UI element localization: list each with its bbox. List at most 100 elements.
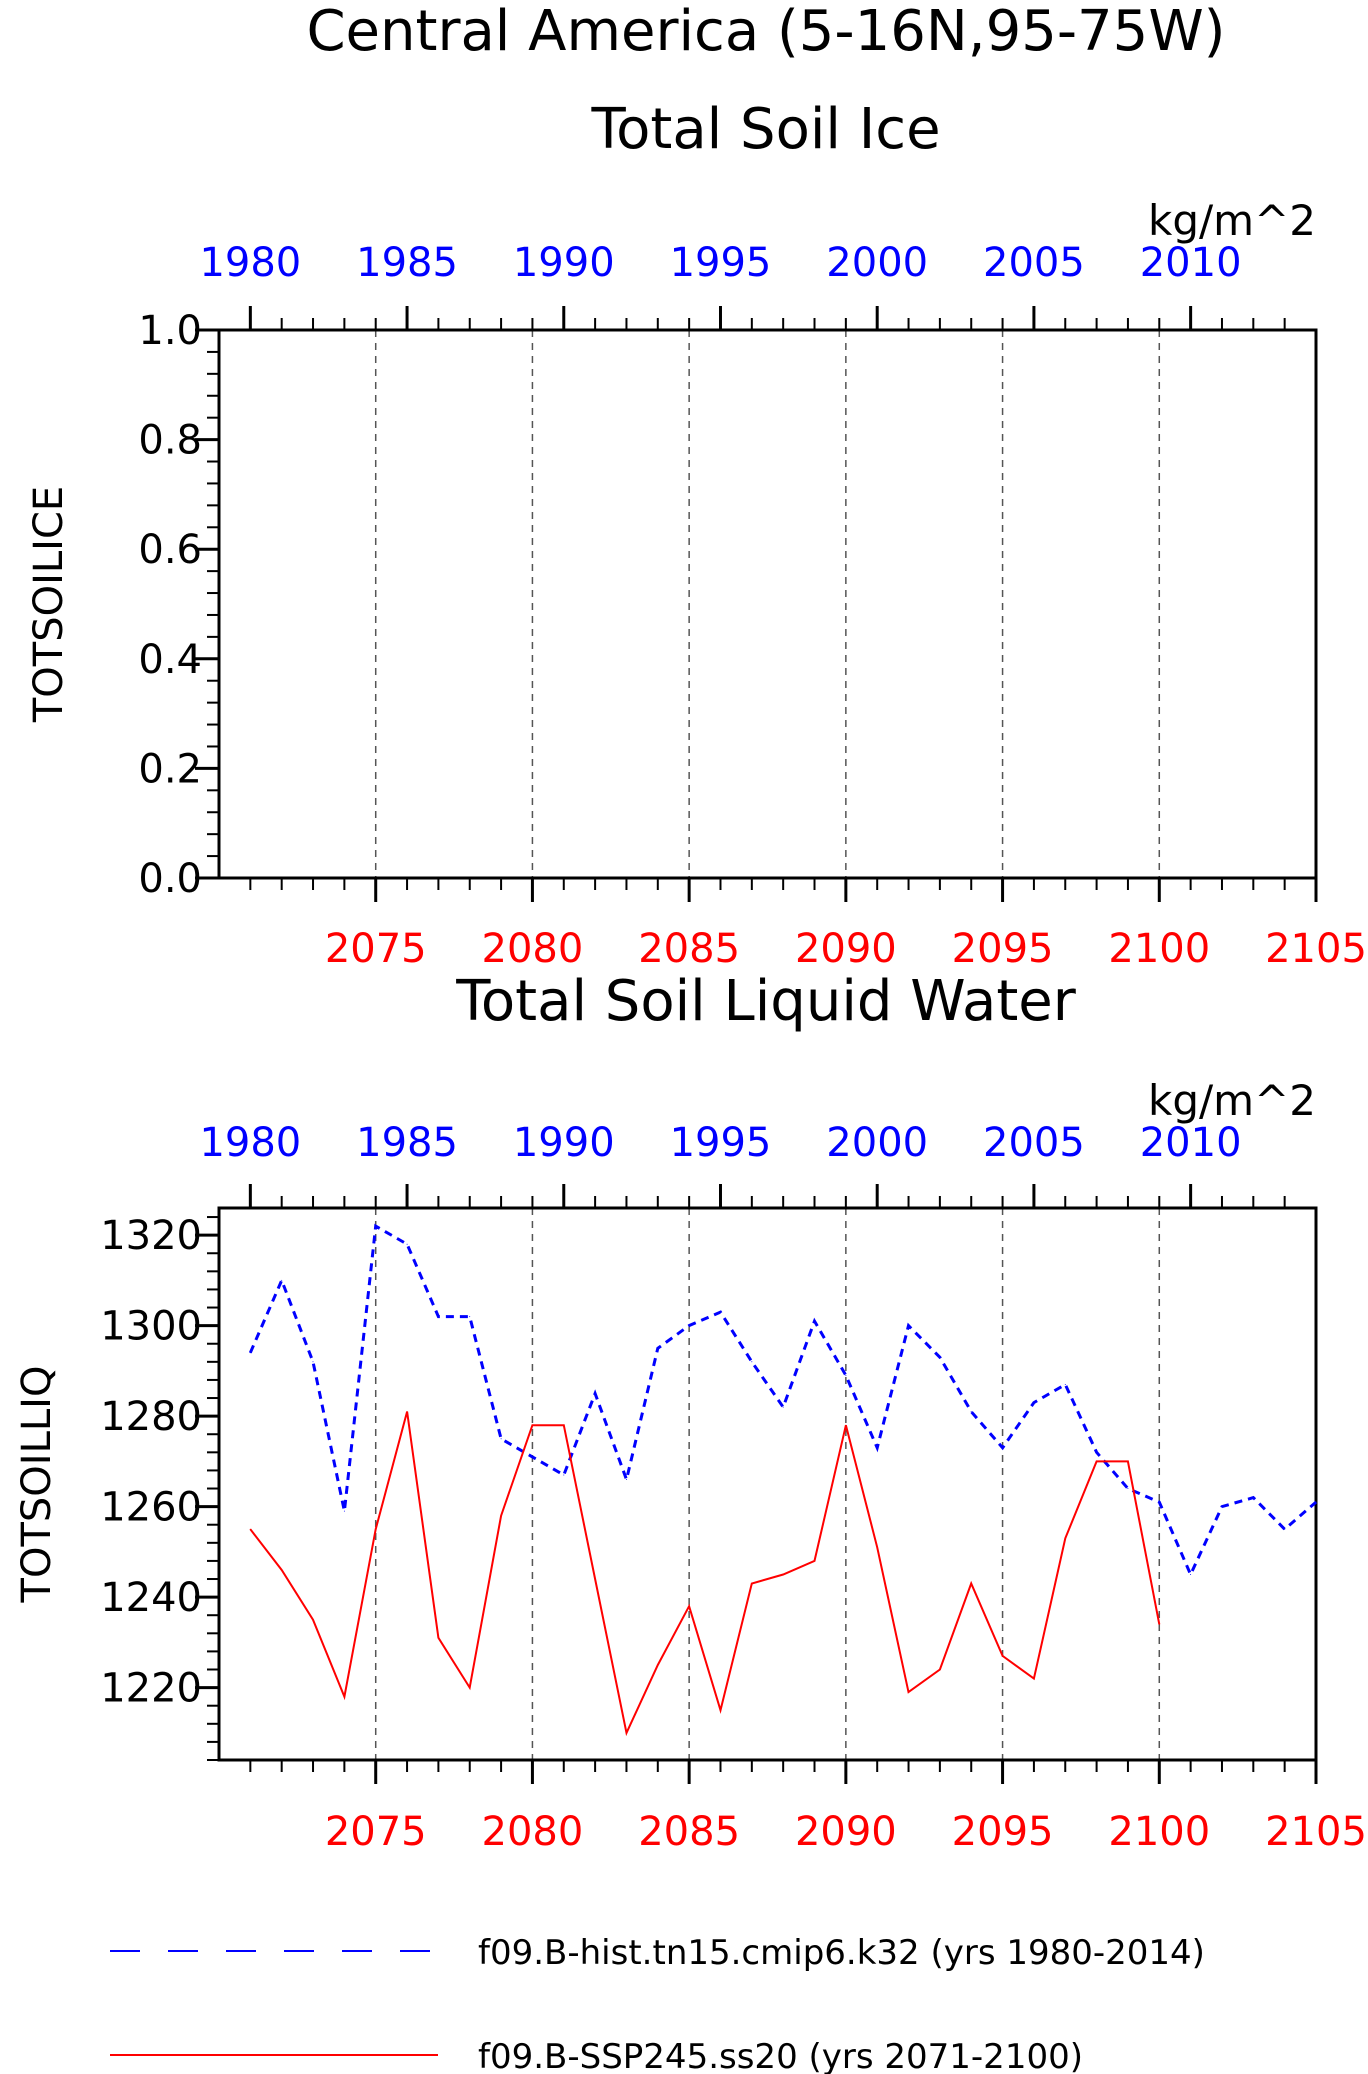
legend-label: f09.B-hist.tn15.cmip6.k32 (yrs 1980-2014… xyxy=(478,1933,1205,1973)
units-label: kg/m^2 xyxy=(1148,1076,1316,1125)
figure-title: Central America (5-16N,95-75W) xyxy=(306,0,1225,64)
top-tick-label: 1995 xyxy=(670,1120,772,1166)
top-tick-label: 2000 xyxy=(826,1120,928,1166)
data-point xyxy=(437,1316,439,1318)
bottom-tick-label: 2075 xyxy=(325,926,427,972)
y-tick-label: 1240 xyxy=(100,1575,202,1621)
data-point xyxy=(500,1515,502,1517)
data-point xyxy=(720,1311,721,1313)
y-tick-label: 0.4 xyxy=(138,637,202,683)
data-point xyxy=(563,1424,565,1426)
data-point xyxy=(312,1619,314,1621)
data-point xyxy=(1033,1402,1035,1404)
series-line-ssp xyxy=(249,1411,1161,1737)
y-axis-label: TOTSOILICE xyxy=(26,486,72,723)
data-point xyxy=(751,1361,753,1363)
legend-label: f09.B-SSP245.ss20 (yrs 2071-2100) xyxy=(478,2037,1083,2074)
data-point xyxy=(908,1691,909,1693)
data-point xyxy=(343,1696,345,1698)
data-point xyxy=(720,1709,721,1711)
units-label: kg/m^2 xyxy=(1148,196,1316,245)
data-point xyxy=(375,1528,377,1530)
y-tick-label: 1320 xyxy=(100,1213,202,1259)
y-tick-label: 1260 xyxy=(100,1485,202,1531)
data-point xyxy=(939,1669,941,1670)
plot-frame xyxy=(217,1206,1318,1762)
data-point xyxy=(406,1411,408,1413)
data-point xyxy=(1221,1506,1223,1508)
data-point xyxy=(594,1578,596,1580)
data-point xyxy=(939,1356,941,1358)
y-tick-label: 0.2 xyxy=(138,746,202,792)
panel-total-soil-ice: Total Soil Ice kg/m^2 2075 2080 2085 2090 2095… xyxy=(26,97,1367,972)
data-point xyxy=(1033,1678,1035,1680)
plot-frame xyxy=(217,328,1318,880)
data-point xyxy=(1064,1537,1066,1539)
data-point xyxy=(1127,1488,1129,1489)
y-tick-label: 0.6 xyxy=(138,527,202,573)
data-point xyxy=(281,1569,283,1571)
bottom-tick-label: 2080 xyxy=(482,1809,584,1855)
bottom-tick-label: 2095 xyxy=(952,1809,1054,1855)
data-point xyxy=(876,1447,878,1449)
panel-title: Total Soil Liquid Water xyxy=(455,969,1077,1034)
bottom-tick-label: 2100 xyxy=(1108,926,1210,972)
data-point xyxy=(500,1438,502,1440)
data-point xyxy=(845,1374,847,1376)
data-point xyxy=(814,1320,815,1322)
top-tick-label: 2010 xyxy=(1140,240,1242,286)
data-point xyxy=(563,1474,565,1476)
y-tick-label: 1300 xyxy=(100,1304,202,1350)
data-point xyxy=(437,1637,439,1639)
bottom-tick-label: 2105 xyxy=(1265,1809,1367,1855)
legend: f09.B-hist.tn15.cmip6.k32 (yrs 1980-2014… xyxy=(110,1933,1205,2074)
data-point xyxy=(1158,1623,1160,1625)
top-tick-label: 2010 xyxy=(1140,1120,1242,1166)
bottom-tick-label: 2100 xyxy=(1108,1809,1210,1855)
top-tick-label: 1985 xyxy=(356,240,458,286)
data-point xyxy=(406,1243,408,1245)
data-point xyxy=(1190,1574,1192,1575)
data-point xyxy=(782,1574,784,1575)
top-tick-label: 1990 xyxy=(513,1120,615,1166)
data-point xyxy=(657,1664,659,1666)
bottom-tick-label: 2095 xyxy=(952,926,1054,972)
data-point xyxy=(312,1361,314,1363)
data-point xyxy=(1252,1497,1254,1499)
bottom-tick-label: 2090 xyxy=(795,926,897,972)
data-point xyxy=(1158,1501,1160,1503)
y-tick-label: 0.0 xyxy=(138,856,202,902)
data-point xyxy=(281,1279,283,1281)
data-point xyxy=(343,1510,345,1512)
data-point xyxy=(1002,1655,1004,1657)
data-point xyxy=(688,1605,690,1607)
data-point xyxy=(845,1424,847,1426)
data-point xyxy=(469,1316,471,1318)
y-axis-label: TOTSOILLIQ xyxy=(14,1366,60,1604)
data-point xyxy=(1096,1451,1098,1453)
data-point xyxy=(531,1424,533,1426)
data-point xyxy=(1127,1460,1129,1462)
data-point xyxy=(626,1479,627,1480)
data-point xyxy=(375,1225,377,1227)
data-point xyxy=(657,1347,659,1349)
y-tick-label: 0.8 xyxy=(138,418,202,464)
bottom-tick-label: 2085 xyxy=(638,1809,740,1855)
data-point xyxy=(531,1456,533,1458)
top-tick-label: 1990 xyxy=(513,240,615,286)
bottom-tick-label: 2085 xyxy=(638,926,740,972)
series-line-hist xyxy=(248,1223,1317,1579)
bottom-tick-label: 2105 xyxy=(1265,926,1367,972)
data-point xyxy=(1315,1501,1317,1503)
top-tick-label: 2000 xyxy=(826,240,928,286)
panel-total-soil-liquid-water: Total Soil Liquid Water kg/m^2 2075 2080 208… xyxy=(14,969,1367,1855)
bottom-tick-label: 2090 xyxy=(795,1809,897,1855)
data-point xyxy=(1284,1528,1286,1530)
top-tick-label: 1980 xyxy=(199,1120,301,1166)
data-point xyxy=(970,1411,972,1413)
top-tick-label: 2005 xyxy=(983,240,1085,286)
y-tick-label: 1280 xyxy=(100,1394,202,1440)
data-point xyxy=(876,1546,878,1548)
data-point xyxy=(249,1528,251,1530)
